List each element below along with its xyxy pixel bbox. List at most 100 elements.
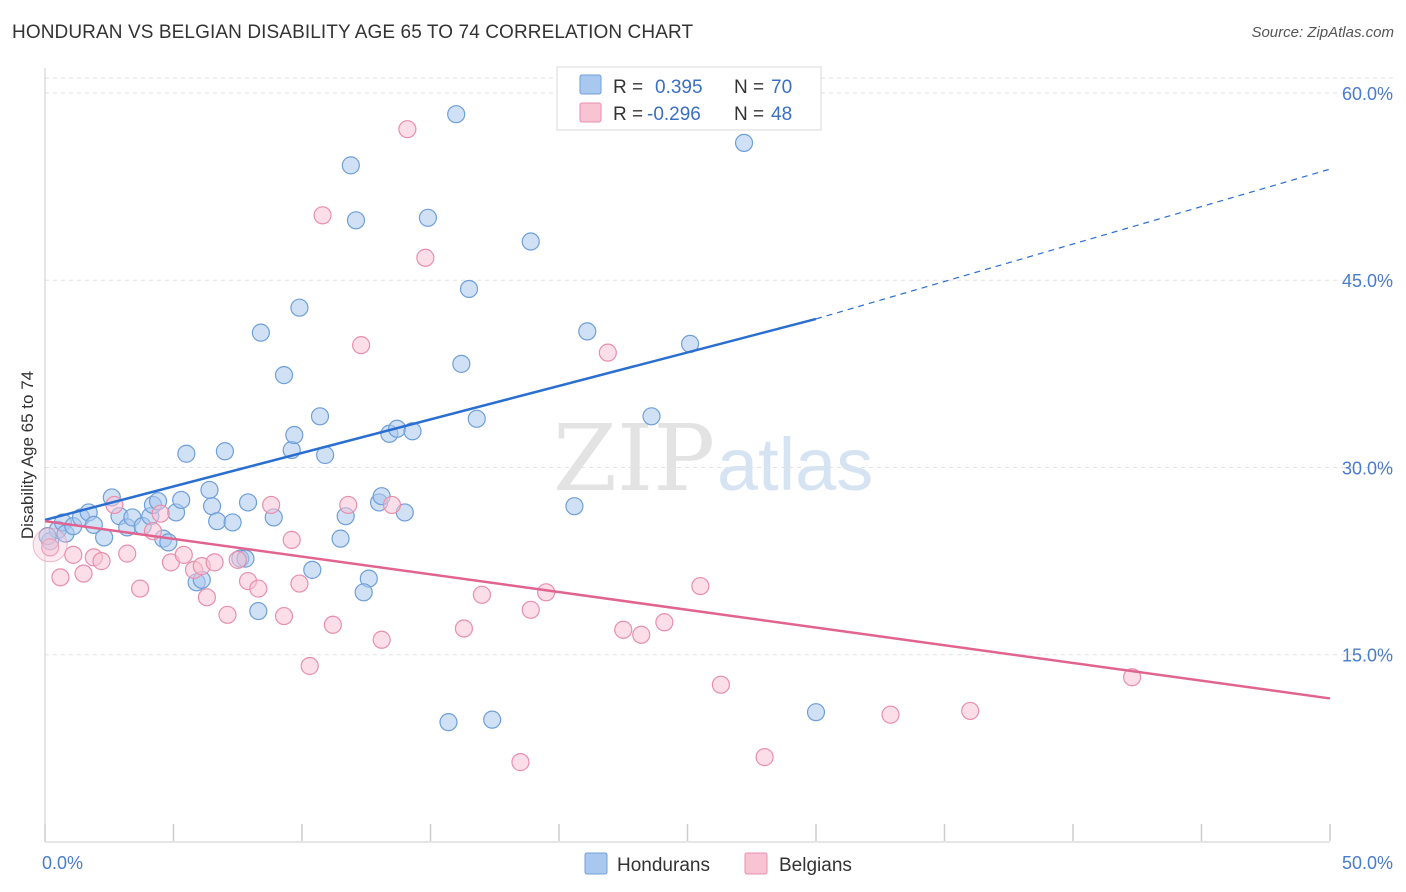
- belgian-point-46: [881, 705, 900, 724]
- honduran-point-38: [290, 298, 309, 317]
- tick-labels: 15.0% 30.0% 45.0% 60.0% 0.0% 50.0%: [42, 84, 1393, 873]
- honduran-point-60: [483, 710, 502, 729]
- honduran-point-57: [452, 354, 471, 373]
- belgian-point-36: [511, 753, 530, 772]
- belgian-point-39: [598, 343, 617, 362]
- belgian-point-15: [197, 588, 217, 607]
- series-legend-label-belgians: Belgians: [779, 855, 852, 876]
- legend-r-label-0: R =: [613, 77, 643, 98]
- belgian-point-3: [74, 564, 93, 583]
- belgian-point-27: [323, 615, 342, 634]
- belgian-point-41: [632, 625, 651, 644]
- correlation-legend: R = 0.395 N = 70 R = -0.296 N = 48: [556, 66, 822, 131]
- honduran-point-21: [177, 444, 196, 463]
- belgian-point-43: [691, 576, 710, 596]
- honduran-point-61: [521, 232, 540, 251]
- honduran-point-44: [341, 156, 360, 175]
- honduran-point-42: [331, 529, 350, 548]
- legend-n-label-0: N =: [734, 77, 764, 98]
- belgian-point-37: [521, 600, 540, 619]
- honduran-point-53: [403, 422, 422, 441]
- y-tick-label-1: 30.0%: [1342, 458, 1393, 478]
- belgian-point-18: [228, 550, 247, 569]
- honduran-point-55: [439, 713, 458, 732]
- belgian-point-44: [711, 675, 731, 694]
- belgian-point-29: [352, 336, 371, 355]
- honduran-point-32: [249, 601, 268, 621]
- x-tick-label-0: 0.0%: [42, 853, 83, 873]
- belgian-point-0: [41, 538, 60, 557]
- belgian-point-7: [118, 544, 137, 563]
- belgian-point-26: [313, 206, 332, 225]
- belgian-point-24: [290, 574, 309, 593]
- watermark: ZIP atlas: [553, 405, 873, 512]
- belgian-point-20: [249, 579, 268, 598]
- gridlines: [45, 77, 1395, 656]
- honduran-point-28: [223, 513, 242, 532]
- honduran-point-8: [95, 528, 114, 547]
- y-tick-label-2: 45.0%: [1342, 271, 1393, 291]
- belgian-point-45: [755, 748, 774, 767]
- legend-n-value-1: 48: [771, 104, 792, 125]
- honduran-point-31: [238, 493, 258, 512]
- legend-r-value-0: 0.395: [655, 77, 703, 98]
- belgian-point-25: [300, 656, 319, 676]
- honduran-point-26: [208, 512, 227, 531]
- honduran-point-40: [310, 407, 330, 426]
- belgian-point-1: [51, 568, 70, 587]
- belgian-point-8: [130, 579, 150, 598]
- honduran-point-47: [354, 583, 373, 602]
- belgian-point-5: [92, 552, 111, 571]
- honduran-trend-extension: [815, 168, 1331, 320]
- legend-n-label-1: N =: [734, 104, 764, 125]
- belgian-point-10: [151, 504, 170, 523]
- honduran-point-37: [285, 425, 304, 445]
- belgian-point-35: [472, 585, 491, 604]
- belgian-point-23: [282, 530, 301, 549]
- honduran-point-24: [200, 480, 219, 500]
- belgian-point-22: [274, 606, 294, 626]
- belgians-points: [32, 120, 1142, 772]
- chart-title: HONDURAN VS BELGIAN DISABILITY AGE 65 TO…: [12, 22, 694, 43]
- y-tick-label-3: 60.0%: [1342, 84, 1393, 104]
- x-tick-label-1: 50.0%: [1342, 853, 1393, 873]
- axes: [44, 68, 1331, 843]
- belgian-point-34: [454, 619, 474, 638]
- belgian-point-31: [382, 495, 402, 515]
- belgian-point-12: [174, 545, 193, 564]
- belgian-point-16: [205, 553, 224, 572]
- belgian-point-21: [262, 495, 281, 515]
- watermark-zip: ZIP: [553, 405, 715, 512]
- honduran-point-63: [578, 322, 597, 341]
- belgian-trend-line: [44, 519, 1331, 700]
- belgian-point-42: [655, 613, 674, 632]
- legend-swatch-hondurans: [579, 74, 602, 95]
- belgian-point-17: [218, 605, 237, 624]
- belgian-point-40: [614, 620, 633, 639]
- belgian-point-2: [64, 545, 83, 564]
- honduran-point-58: [459, 279, 479, 299]
- honduran-point-59: [467, 409, 486, 428]
- honduran-point-56: [447, 105, 466, 124]
- belgian-point-32: [398, 120, 417, 139]
- honduran-point-54: [418, 208, 438, 227]
- honduran-point-35: [274, 366, 294, 385]
- belgian-point-large: [32, 527, 68, 563]
- honduran-point-67: [734, 133, 754, 153]
- honduran-trend-line: [44, 317, 817, 522]
- belgian-point-47: [961, 701, 980, 721]
- y-tick-label-0: 15.0%: [1342, 646, 1393, 666]
- honduran-point-27: [215, 442, 234, 461]
- legend-r-value-1: -0.296: [647, 104, 701, 125]
- honduran-point-45: [346, 211, 366, 230]
- legend-swatch-belgians: [579, 102, 602, 123]
- honduran-point-39: [303, 560, 322, 579]
- honduran-point-64: [642, 407, 661, 426]
- series-legend-swatch-belgians: [744, 852, 768, 875]
- y-axis-title: Disability Age 65 to 74: [18, 371, 37, 539]
- legend-r-label-1: R =: [613, 104, 643, 125]
- belgian-point-33: [416, 248, 435, 267]
- belgian-point-30: [372, 630, 391, 649]
- honduran-point-20: [172, 490, 191, 510]
